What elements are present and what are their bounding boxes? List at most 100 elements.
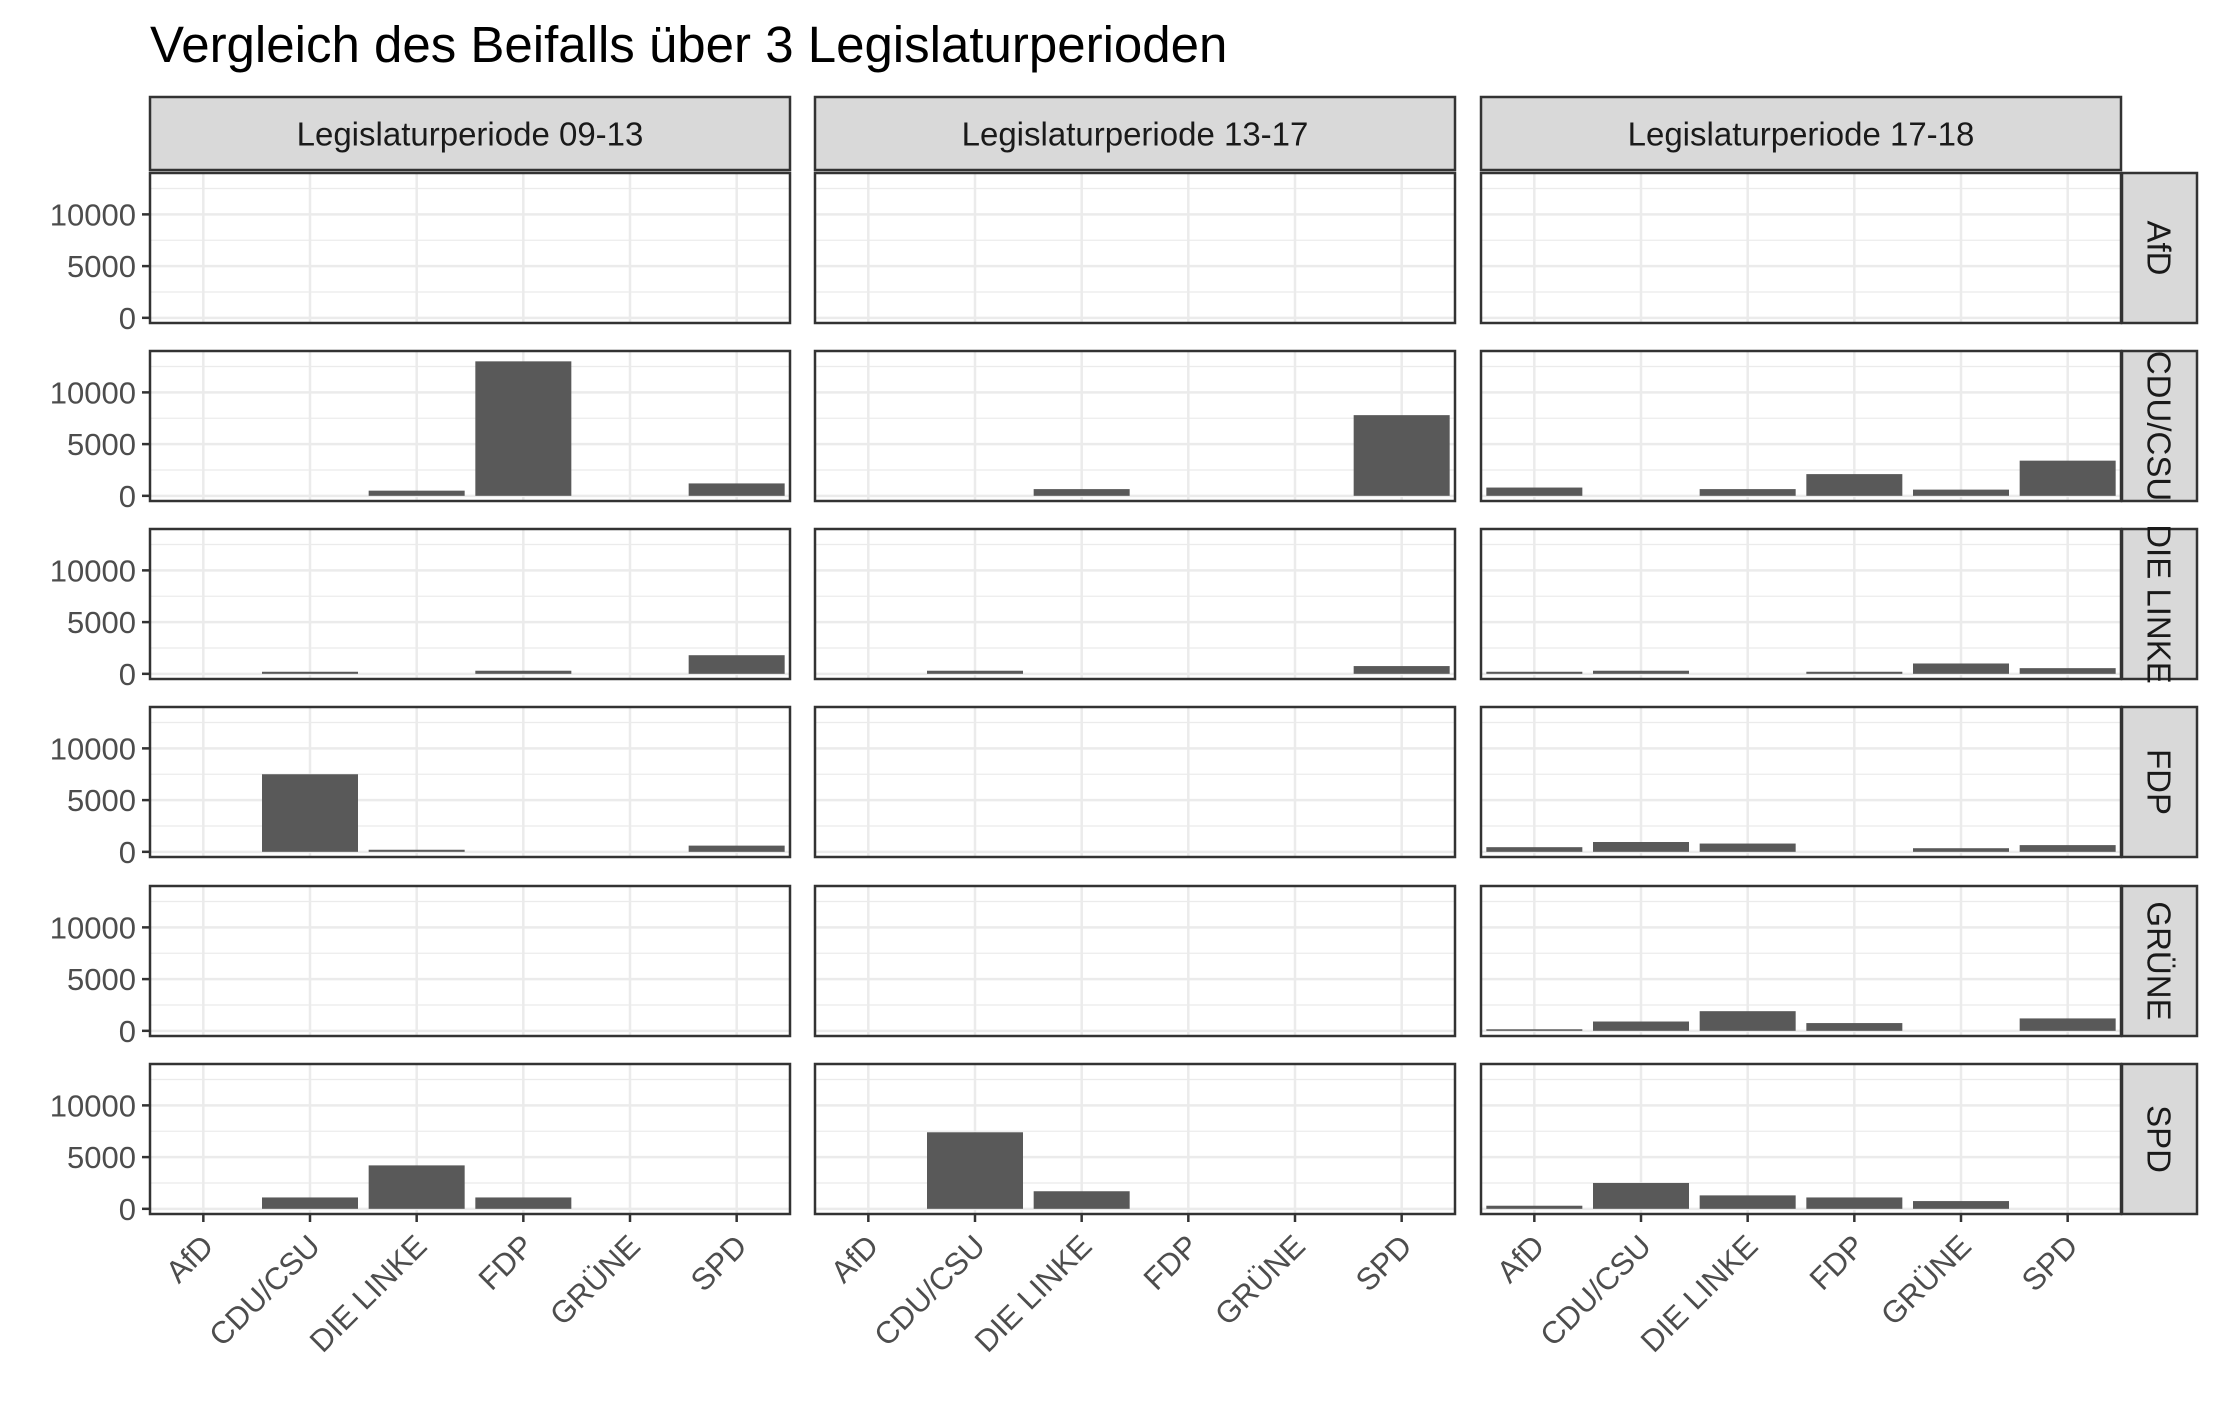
chart-title: Vergleich des Beifalls über 3 Legislatur… — [150, 16, 1227, 73]
panel-background — [815, 529, 1455, 679]
row-strip-3 — [2120, 705, 2199, 859]
panel-r3-c0: 0 5000 10000 — [50, 705, 792, 870]
bar-cdu-csu — [927, 670, 1023, 674]
column-strip-label-1: Legislaturperiode 13-17 — [962, 116, 1309, 153]
panel-r1-c1 — [813, 349, 1457, 503]
x-tick-label-spd: SPD — [2015, 1228, 2085, 1298]
column-strip-label-0: Legislaturperiode 09-13 — [297, 116, 644, 153]
y-tick-label: 10000 — [50, 553, 136, 588]
x-tick-label-die-linke: DIE LINKE — [303, 1228, 434, 1359]
bar-fdp — [475, 361, 572, 496]
panel-r0-c1 — [813, 171, 1457, 325]
y-tick-label: 10000 — [50, 731, 136, 766]
bar-spd — [1353, 666, 1450, 674]
row-strip-label-5: SPD — [2141, 1105, 2178, 1173]
bar-die-linke — [1033, 489, 1130, 496]
panel-background — [815, 1064, 1455, 1214]
panel-background — [150, 1064, 790, 1214]
x-tick-label-fdp: FDP — [1803, 1228, 1872, 1297]
panel-border — [813, 705, 1457, 859]
panel-background — [815, 886, 1455, 1036]
bar-die-linke — [1699, 1195, 1796, 1209]
bar-cdu-csu — [927, 1132, 1023, 1209]
bar-cdu-csu — [262, 1197, 358, 1209]
panel-border — [1479, 1062, 2123, 1216]
bar-cdu-csu — [1593, 1021, 1689, 1031]
panel-r3-c1 — [813, 705, 1457, 859]
panel-border — [813, 171, 1457, 325]
bar-die-linke — [368, 1165, 465, 1209]
x-tick-label-grüne: GRÜNE — [543, 1228, 647, 1332]
y-tick-label: 5000 — [67, 962, 136, 997]
bar-spd — [2019, 1018, 2116, 1031]
bar-spd — [2019, 668, 2116, 674]
bar-fdp — [1806, 1023, 1903, 1031]
panel-r4-c0: 0 5000 10000 — [50, 884, 792, 1049]
y-tick-label: 10000 — [50, 197, 136, 232]
panel-background — [1481, 886, 2121, 1036]
x-tick-label-fdp: FDP — [472, 1228, 541, 1297]
panel-border — [148, 1062, 792, 1216]
panel-background — [150, 529, 790, 679]
panel-background — [1481, 529, 2121, 679]
bar-afd — [1486, 847, 1583, 852]
panel-border — [1479, 527, 2123, 681]
panel-border — [148, 527, 792, 681]
y-tick-label: 0 — [119, 301, 136, 336]
panel-r2-c0: 0 5000 10000 — [50, 527, 792, 692]
bar-cdu-csu — [262, 774, 358, 852]
y-tick-label: 0 — [119, 1192, 136, 1227]
x-tick-label-afd: AfD — [824, 1228, 885, 1289]
panel-r0-c2 — [1479, 171, 2123, 325]
bar-spd — [688, 483, 785, 496]
panel-r4-c1 — [813, 884, 1457, 1038]
bar-spd — [688, 655, 785, 674]
x-tick-label-grüne: GRÜNE — [1208, 1228, 1312, 1332]
x-tick-label-die-linke: DIE LINKE — [968, 1228, 1099, 1359]
panel-background — [150, 707, 790, 857]
y-tick-label: 5000 — [67, 605, 136, 640]
row-strip-label-3: FDP — [2141, 749, 2178, 815]
bar-grüne — [1913, 848, 2009, 852]
panel-border — [813, 527, 1457, 681]
bar-die-linke — [368, 849, 465, 852]
bar-grüne — [1913, 489, 2009, 496]
panel-background — [815, 707, 1455, 857]
bar-cdu-csu — [262, 671, 358, 674]
y-tick-label: 5000 — [67, 249, 136, 284]
x-tick-label-spd: SPD — [684, 1228, 754, 1298]
column-strip-label-2: Legislaturperiode 17-18 — [1628, 116, 1975, 153]
column-strip-0 — [148, 95, 792, 172]
panel-border — [148, 884, 792, 1038]
panel-background — [1481, 1064, 2121, 1214]
panel-background — [1481, 707, 2121, 857]
panel-border — [148, 171, 792, 325]
y-tick-label: 0 — [119, 835, 136, 870]
bar-die-linke — [1699, 843, 1796, 852]
row-strip-0 — [2120, 171, 2199, 325]
panel-border — [1479, 705, 2123, 859]
bar-cdu-csu — [1593, 842, 1689, 852]
panel-r1-c0: 0 5000 10000 — [50, 349, 792, 514]
panel-border — [148, 349, 792, 503]
panel-background — [815, 173, 1455, 323]
bar-fdp — [475, 670, 572, 674]
column-strip-1 — [813, 95, 1457, 172]
bar-afd — [1486, 1205, 1583, 1209]
bar-afd — [1486, 487, 1583, 496]
panel-border — [813, 349, 1457, 503]
panel-r2-c2 — [1479, 527, 2123, 681]
panel-background — [815, 351, 1455, 501]
bar-grüne — [1913, 1201, 2009, 1209]
bar-die-linke — [1699, 489, 1796, 496]
y-tick-label: 5000 — [67, 783, 136, 818]
panel-background — [1481, 173, 2121, 323]
y-tick-label: 0 — [119, 657, 136, 692]
panel-background — [150, 173, 790, 323]
x-tick-label-spd: SPD — [1349, 1228, 1419, 1298]
y-tick-label: 0 — [119, 479, 136, 514]
panel-border — [813, 884, 1457, 1038]
bar-afd — [1486, 671, 1583, 674]
